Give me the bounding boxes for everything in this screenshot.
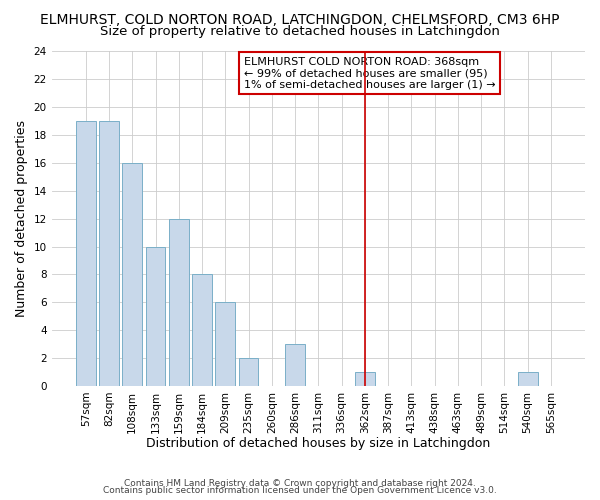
Text: ELMHURST COLD NORTON ROAD: 368sqm
← 99% of detached houses are smaller (95)
1% o: ELMHURST COLD NORTON ROAD: 368sqm ← 99% … bbox=[244, 56, 495, 90]
Y-axis label: Number of detached properties: Number of detached properties bbox=[15, 120, 28, 317]
Text: Contains public sector information licensed under the Open Government Licence v3: Contains public sector information licen… bbox=[103, 486, 497, 495]
Bar bbox=[215, 302, 235, 386]
Bar bbox=[285, 344, 305, 386]
Bar bbox=[76, 121, 95, 386]
X-axis label: Distribution of detached houses by size in Latchingdon: Distribution of detached houses by size … bbox=[146, 437, 490, 450]
Bar bbox=[355, 372, 375, 386]
Bar bbox=[99, 121, 119, 386]
Bar bbox=[146, 246, 166, 386]
Bar bbox=[192, 274, 212, 386]
Bar bbox=[122, 163, 142, 386]
Text: Size of property relative to detached houses in Latchingdon: Size of property relative to detached ho… bbox=[100, 25, 500, 38]
Bar bbox=[239, 358, 259, 386]
Bar bbox=[169, 218, 188, 386]
Bar bbox=[518, 372, 538, 386]
Text: ELMHURST, COLD NORTON ROAD, LATCHINGDON, CHELMSFORD, CM3 6HP: ELMHURST, COLD NORTON ROAD, LATCHINGDON,… bbox=[40, 12, 560, 26]
Text: Contains HM Land Registry data © Crown copyright and database right 2024.: Contains HM Land Registry data © Crown c… bbox=[124, 478, 476, 488]
